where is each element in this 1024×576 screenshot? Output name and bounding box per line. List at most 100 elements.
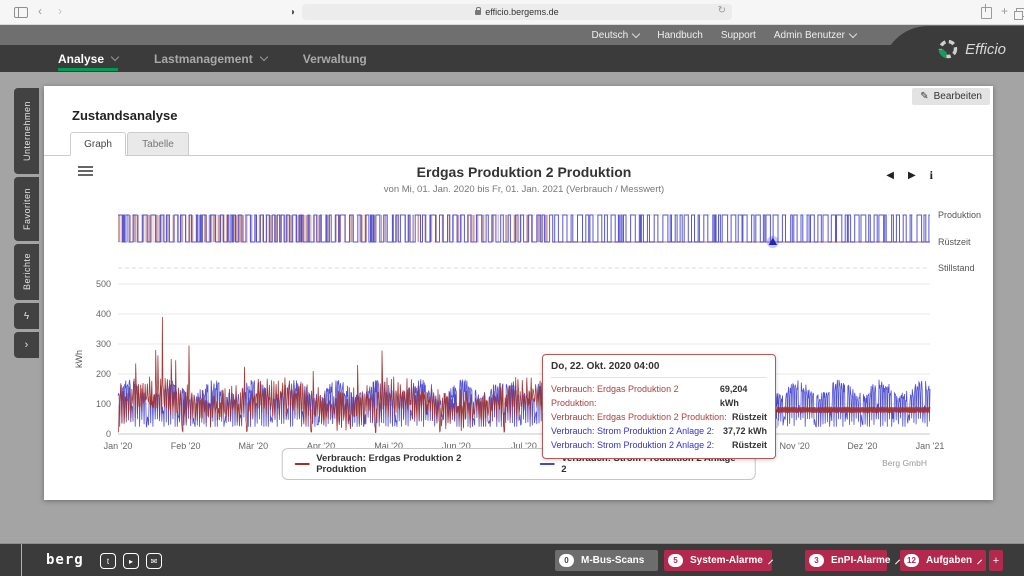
nav-item-admin-user[interactable]: Admin Benutzer — [774, 30, 856, 41]
nav-item-handbuch[interactable]: Handbuch — [657, 30, 703, 41]
browser-back-icon[interactable]: ‹ — [38, 4, 42, 18]
legend-item-erdgas[interactable]: Verbrauch: Erdgas Produktion 2 Produktio… — [294, 453, 513, 475]
view-tabs: Graph Tabelle — [44, 132, 993, 156]
footer-divider — [21, 544, 22, 576]
state-strip-erdgas — [498, 215, 499, 242]
state-strip-erdgas — [181, 215, 183, 242]
chevron-up-icon — [977, 560, 982, 565]
state-strip-erdgas — [461, 215, 462, 242]
state-strip-erdgas — [545, 215, 548, 242]
state-level-label: Produktion — [938, 210, 981, 220]
sidebar-expand-handle[interactable]: › — [14, 332, 39, 358]
badge-count: 3 — [809, 554, 824, 567]
lightning-icon: ϟ — [24, 311, 29, 322]
state-strip-erdgas — [222, 215, 223, 242]
badge-count: 5 — [668, 554, 683, 567]
analysis-chart[interactable]: 0100200300400500Jan '20Feb '20Mär '20Apr… — [44, 161, 993, 471]
nav-item-language[interactable]: Deutsch — [592, 30, 640, 41]
state-strip-erdgas — [153, 215, 154, 242]
legend-line-red — [294, 463, 310, 465]
chevron-up-icon — [768, 560, 773, 565]
state-strip-erdgas — [385, 215, 387, 242]
badge-count: 12 — [904, 554, 919, 567]
edit-button[interactable]: ✎ Bearbeiten — [912, 88, 990, 105]
state-strip-erdgas — [327, 215, 329, 242]
efficio-ring-icon — [937, 38, 959, 60]
badge-mbus-scans[interactable]: 0 M-Bus-Scans — [555, 550, 658, 571]
tooltip-row: Verbrauch: Erdgas Produktion 2 Produktio… — [551, 382, 767, 410]
sidebar-tab-quick[interactable]: ϟ — [14, 303, 39, 329]
add-task-button[interactable]: + — [989, 550, 1003, 571]
state-strip-erdgas — [146, 215, 147, 242]
state-strip-erdgas — [127, 215, 128, 242]
y-tick-label: 0 — [106, 429, 111, 439]
state-strip-erdgas — [505, 215, 507, 242]
state-strip-erdgas — [295, 215, 296, 242]
chevron-down-icon — [259, 53, 267, 61]
sidebar-tab-favoriten[interactable]: Favoriten — [14, 177, 39, 241]
state-strip-erdgas — [290, 215, 293, 242]
browser-forward-icon[interactable]: › — [58, 4, 62, 18]
chevron-down-icon — [632, 29, 640, 37]
state-strip-erdgas — [239, 215, 242, 242]
twitter-icon[interactable]: t — [100, 553, 116, 569]
x-tick-label: Feb '20 — [171, 441, 201, 451]
chevron-down-icon — [849, 29, 857, 37]
brand-logo: Efficio — [882, 26, 1024, 72]
chart-tooltip: Do, 22. Okt. 2020 04:00 Verbrauch: Erdga… — [542, 354, 776, 459]
state-strip-erdgas — [118, 215, 120, 242]
browser-tab-overview-icon[interactable] — [1016, 8, 1024, 17]
screen: ‹ › ◗ efficio.bergems.de ↻ + Deutsch Han… — [0, 0, 1024, 576]
browser-chrome: ‹ › ◗ efficio.bergems.de ↻ + — [0, 0, 1024, 25]
series-erdgas — [118, 317, 930, 433]
legend-line-blue — [539, 463, 555, 465]
state-strip-erdgas — [418, 215, 420, 242]
tab-graph[interactable]: Graph — [70, 132, 126, 156]
browser-share-icon[interactable] — [981, 7, 992, 19]
x-tick-label: Nov '20 — [780, 441, 810, 451]
sidebar-tab-berichte[interactable]: Berichte — [14, 244, 39, 300]
chart-subtitle: von Mi, 01. Jan. 2020 bis Fr, 01. Jan. 2… — [384, 184, 664, 195]
state-level-label: Stillstand — [938, 263, 975, 273]
badge-enpi-alarme[interactable]: 3 EnPI-Alarme — [805, 550, 887, 571]
tooltip-row: Verbrauch: Strom Produktion 2 Anlage 2: … — [551, 438, 767, 452]
y-tick-label: 300 — [96, 339, 111, 349]
chart-info-button[interactable]: i — [930, 168, 933, 183]
chart-menu-icon[interactable] — [78, 166, 93, 177]
chart-next-button[interactable]: ▶ — [908, 170, 916, 181]
browser-address-bar[interactable]: efficio.bergems.de ↻ — [302, 4, 732, 20]
berg-logo[interactable]: berg — [46, 552, 84, 568]
youtube-icon[interactable]: ▸ — [123, 553, 139, 569]
nav-tab-verwaltung[interactable]: Verwaltung — [303, 45, 367, 72]
tab-tabelle[interactable]: Tabelle — [127, 132, 189, 156]
page-background: Unternehmen Favoriten Berichte ϟ › ✎ Bea… — [0, 72, 1024, 543]
state-strip-erdgas — [242, 215, 244, 242]
nav-tab-analyse[interactable]: Analyse — [58, 45, 118, 72]
nav-tab-lastmanagement[interactable]: Lastmanagement — [154, 45, 267, 72]
badge-system-alarme[interactable]: 5 System-Alarme — [664, 550, 772, 571]
badge-count: 0 — [559, 554, 574, 567]
state-strip-erdgas — [310, 215, 311, 242]
tooltip-row: Verbrauch: Erdgas Produktion 2 Produktio… — [551, 410, 767, 424]
y-tick-label: 200 — [96, 369, 111, 379]
chart-prev-button[interactable]: ◀ — [886, 170, 894, 181]
state-strip-erdgas — [247, 215, 248, 242]
badge-aufgaben[interactable]: 12 Aufgaben — [900, 550, 986, 571]
tooltip-row: Verbrauch: Strom Produktion 2 Anlage 2: … — [551, 424, 767, 438]
brand-name: Efficio — [965, 41, 1006, 58]
browser-new-tab-icon[interactable]: + — [1001, 4, 1008, 18]
browser-privacy-shield-icon[interactable]: ◗ — [290, 6, 296, 20]
top-navigation: Deutsch Handbuch Support Admin Benutzer — [0, 25, 1024, 45]
browser-sidebar-icon[interactable] — [14, 7, 28, 18]
sidebar-tab-unternehmen[interactable]: Unternehmen — [14, 88, 39, 174]
nav-item-support[interactable]: Support — [721, 30, 756, 41]
x-tick-label: Jan '21 — [916, 441, 945, 451]
chevron-right-icon: › — [25, 339, 29, 351]
y-tick-label: 500 — [96, 279, 111, 289]
y-tick-label: 400 — [96, 309, 111, 319]
mail-icon[interactable]: ✉ — [146, 553, 162, 569]
padlock-icon — [475, 10, 481, 15]
reload-icon[interactable]: ↻ — [718, 5, 726, 16]
state-strip-erdgas — [161, 215, 162, 242]
pencil-icon: ✎ — [920, 91, 928, 102]
